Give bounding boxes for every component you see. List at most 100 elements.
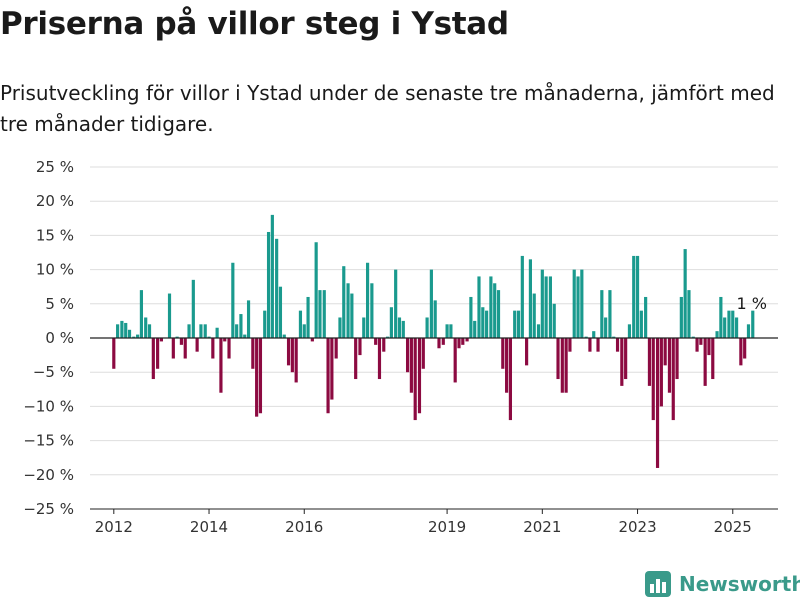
bar — [421, 338, 425, 369]
bar — [715, 331, 719, 338]
bar — [195, 338, 199, 352]
bar — [239, 314, 243, 338]
bar — [215, 327, 219, 338]
bar — [639, 310, 643, 338]
bar — [608, 290, 612, 338]
bar — [536, 324, 541, 338]
bar — [409, 338, 413, 393]
bar — [175, 336, 179, 338]
bar — [294, 338, 298, 383]
bar — [401, 320, 405, 338]
bar — [263, 310, 267, 338]
bar — [691, 336, 695, 338]
bar — [290, 338, 294, 373]
bar — [322, 290, 326, 338]
bar — [501, 338, 505, 369]
bar — [433, 300, 437, 338]
bar — [275, 238, 279, 338]
bar — [477, 276, 481, 338]
bar — [266, 231, 271, 338]
bar — [120, 320, 124, 338]
bar — [612, 336, 616, 338]
bar — [159, 338, 164, 342]
bar — [596, 338, 600, 352]
bar-chart: 25 % 20 % 15 % 10 % 5 % 0 % −5 % −10 % −15 % −20 … — [23, 158, 778, 536]
bar — [397, 317, 402, 338]
bar — [635, 255, 640, 338]
bar — [734, 317, 739, 338]
bar — [171, 338, 175, 359]
bar — [604, 317, 608, 338]
bar — [516, 310, 521, 338]
bar — [568, 338, 572, 352]
bar — [615, 338, 620, 352]
bar — [632, 255, 636, 338]
bar — [255, 338, 259, 417]
bars — [112, 214, 755, 468]
bar — [127, 329, 132, 338]
bar — [207, 336, 211, 338]
bar — [743, 338, 747, 359]
bar — [270, 214, 274, 338]
bar — [310, 338, 314, 342]
bar — [365, 262, 370, 338]
bar — [246, 300, 251, 338]
bar — [377, 338, 382, 380]
y-tick-label: 15 % — [36, 226, 74, 244]
chart-title: Priserna på villor steg i Ystad — [0, 6, 509, 42]
bar — [167, 293, 172, 338]
bar — [505, 338, 509, 393]
bar — [675, 338, 679, 380]
bar — [572, 269, 576, 338]
bar — [525, 338, 529, 366]
bar — [489, 276, 493, 338]
bar — [278, 286, 283, 338]
bar — [374, 338, 378, 345]
bar — [350, 293, 354, 338]
bar — [683, 249, 687, 338]
bar — [655, 338, 660, 468]
brand-name: Newsworthy — [679, 572, 800, 596]
bar — [576, 276, 580, 338]
bar — [136, 334, 140, 338]
bar — [620, 338, 624, 386]
bar — [382, 338, 386, 352]
bar — [282, 334, 286, 338]
bar-chart-logo-icon — [645, 571, 671, 597]
bar — [362, 317, 366, 338]
bar — [187, 324, 191, 338]
bar — [147, 324, 152, 338]
bar — [465, 338, 469, 342]
bar — [651, 338, 655, 421]
bar — [191, 279, 195, 338]
bar — [358, 338, 362, 356]
bar — [703, 338, 707, 386]
y-tick-label: 25 % — [36, 158, 74, 176]
bar — [243, 334, 247, 338]
bar — [592, 331, 596, 338]
bar — [532, 293, 536, 338]
bar — [731, 310, 735, 338]
bar — [441, 338, 445, 345]
bar — [647, 338, 652, 386]
bar — [211, 338, 215, 359]
bar — [624, 338, 628, 380]
x-tick-label: 2016 — [285, 518, 323, 536]
bar — [437, 338, 441, 349]
bar — [588, 338, 592, 352]
last-value-annotation: 1 % — [737, 294, 767, 313]
bar — [298, 310, 303, 338]
bar — [723, 317, 727, 338]
y-tick-label: −25 % — [23, 500, 74, 518]
bar — [286, 338, 291, 366]
bar — [552, 303, 556, 338]
bar — [425, 317, 429, 338]
bar — [219, 338, 223, 393]
bar — [679, 296, 683, 338]
bar — [556, 338, 560, 380]
bar — [413, 338, 417, 421]
bar — [330, 338, 334, 400]
bar — [223, 338, 227, 342]
y-tick-label: −5 % — [33, 363, 74, 381]
x-tick-label: 2012 — [95, 518, 133, 536]
